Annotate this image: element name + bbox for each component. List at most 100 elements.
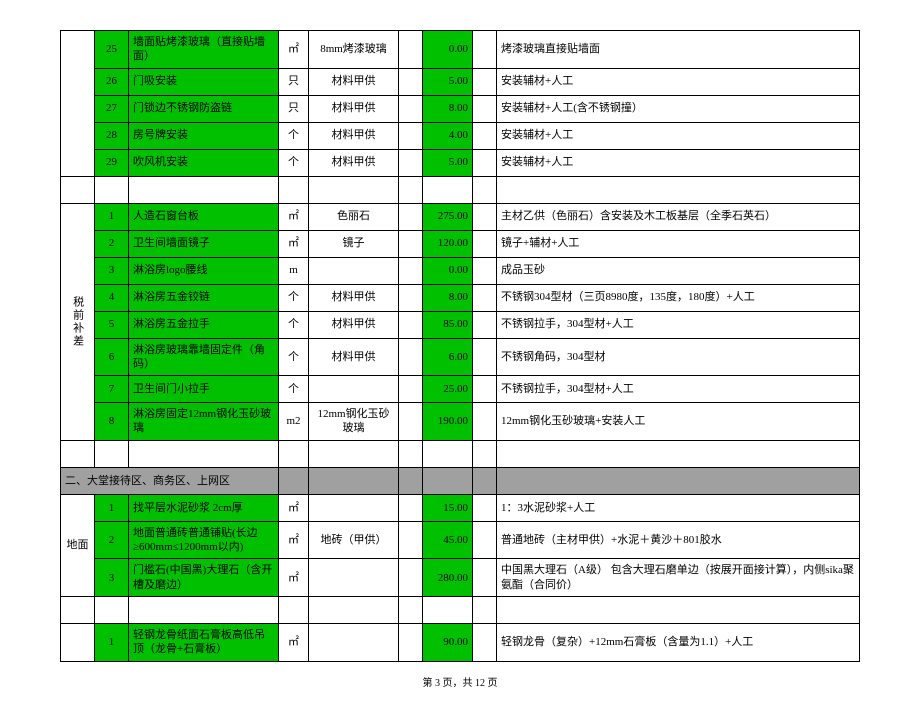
row-unit: 个: [279, 122, 309, 149]
row-desc: 卫生间墙面镜子: [129, 230, 279, 257]
table-row: 6淋浴房玻璃靠墙固定件（角码）个材料甲供6.00不锈钢角码，304型材: [61, 338, 860, 376]
row-note: 安装辅材+人工: [497, 149, 860, 176]
row-number: 25: [95, 31, 129, 69]
row-note: 成品玉砂: [497, 257, 860, 284]
table-row: 7卫生间门小拉手个25.00不锈钢拉手，304型材+人工: [61, 376, 860, 403]
table-row: 28房号牌安装个材料甲供4.00安装辅材+人工: [61, 122, 860, 149]
row-desc: 门吸安装: [129, 68, 279, 95]
row-desc: 墙面贴烤漆玻璃（直接贴墙面）: [129, 31, 279, 69]
row-unit: 个: [279, 376, 309, 403]
row-spec: 8mm烤漆玻璃: [309, 31, 399, 69]
row-note: 1：3水泥砂浆+人工: [497, 494, 860, 521]
row-unit: 个: [279, 311, 309, 338]
row-number: 4: [95, 284, 129, 311]
row-note: 12mm钢化玉砂玻璃+安装人工: [497, 403, 860, 441]
row-number: 1: [95, 494, 129, 521]
row-spec: [309, 559, 399, 597]
row-price: 85.00: [423, 311, 473, 338]
row-number: 3: [95, 257, 129, 284]
empty-row: [61, 440, 860, 467]
row-spec: [309, 257, 399, 284]
row-spec: 材料甲供: [309, 122, 399, 149]
empty-row: [61, 176, 860, 203]
row-number: 29: [95, 149, 129, 176]
table-row: 29吹风机安装个材料甲供 5.00 安装辅材+人工: [61, 149, 860, 176]
row-price: 0.00: [423, 257, 473, 284]
row-price: 0.00: [423, 31, 473, 69]
table-row: 26门吸安装只材料甲供5.00安装辅材+人工: [61, 68, 860, 95]
row-note: 不锈钢角码，304型材: [497, 338, 860, 376]
table-row: 2地面普通砖普通铺贴(长边≥600mm≤1200mm以内)㎡地砖（甲供） 45.0…: [61, 521, 860, 559]
row-number: 1: [95, 203, 129, 230]
row-number: 5: [95, 311, 129, 338]
row-unit: 只: [279, 68, 309, 95]
row-desc: 淋浴房五金拉手: [129, 311, 279, 338]
row-desc: 门槛石(中国黑)大理石（含开槽及磨边）: [129, 559, 279, 597]
row-desc: 轻钢龙骨纸面石膏板高低吊顶（龙骨+石膏板）: [129, 623, 279, 661]
row-spec: 材料甲供: [309, 284, 399, 311]
row-spec: 镜子: [309, 230, 399, 257]
table-row: 25墙面贴烤漆玻璃（直接贴墙面）㎡8mm烤漆玻璃0.00烤漆玻璃直接贴墙面: [61, 31, 860, 69]
table-row: 1轻钢龙骨纸面石膏板高低吊顶（龙骨+石膏板）㎡90.00轻钢龙骨（复杂）+12m…: [61, 623, 860, 661]
row-unit: 个: [279, 149, 309, 176]
row-spec: 色丽石: [309, 203, 399, 230]
row-unit: m: [279, 257, 309, 284]
table-row: 2卫生间墙面镜子㎡镜子 120.00 镜子+辅材+人工: [61, 230, 860, 257]
row-price: 6.00: [423, 338, 473, 376]
row-spec: [309, 376, 399, 403]
row-spec: 材料甲供: [309, 149, 399, 176]
group-label: [61, 623, 95, 661]
row-note: 中国黑大理石（A级） 包含大理石磨单边（按展开面接计算），内侧sika聚氨酯（合…: [497, 559, 860, 597]
row-price: 280.00: [423, 559, 473, 597]
row-spec: 材料甲供: [309, 68, 399, 95]
row-number: 6: [95, 338, 129, 376]
row-note: 烤漆玻璃直接贴墙面: [497, 31, 860, 69]
row-unit: ㎡: [279, 230, 309, 257]
row-note: 不锈钢拉手，304型材+人工: [497, 311, 860, 338]
row-desc: 淋浴房logo腰线: [129, 257, 279, 284]
row-price: 4.00: [423, 122, 473, 149]
row-desc: 地面普通砖普通铺贴(长边≥600mm≤1200mm以内): [129, 521, 279, 559]
page-footer: 第 3 页，共 12 页: [60, 674, 860, 689]
row-note: 主材乙供（色丽石）含安装及木工板基层（全季石英石）: [497, 203, 860, 230]
row-unit: ㎡: [279, 521, 309, 559]
row-desc: 找平层水泥砂浆 2cm厚: [129, 494, 279, 521]
row-price: 5.00: [423, 149, 473, 176]
row-unit: ㎡: [279, 559, 309, 597]
row-note: 安装辅材+人工: [497, 68, 860, 95]
row-spec: [309, 623, 399, 661]
row-note: 安装辅材+人工: [497, 122, 860, 149]
row-price: 8.00: [423, 95, 473, 122]
row-desc: 卫生间门小拉手: [129, 376, 279, 403]
row-unit: 个: [279, 284, 309, 311]
row-unit: ㎡: [279, 623, 309, 661]
row-number: 8: [95, 403, 129, 441]
row-spec: 材料甲供: [309, 338, 399, 376]
row-price: 45.00: [423, 521, 473, 559]
row-spec: 地砖（甲供）: [309, 521, 399, 559]
table-row: 5淋浴房五金拉手个材料甲供 85.00 不锈钢拉手，304型材+人工: [61, 311, 860, 338]
row-spec: 材料甲供: [309, 311, 399, 338]
row-price: 15.00: [423, 494, 473, 521]
section-header: 二、大堂接待区、商务区、上网区: [61, 467, 860, 494]
row-note: 镜子+辅材+人工: [497, 230, 860, 257]
row-number: 2: [95, 230, 129, 257]
group-label: [61, 31, 95, 177]
row-desc: 淋浴房固定12mm钢化玉砂玻璃: [129, 403, 279, 441]
table-row: 3淋浴房logo腰线m 0.00 成品玉砂: [61, 257, 860, 284]
row-unit: m2: [279, 403, 309, 441]
row-note: 不锈钢拉手，304型材+人工: [497, 376, 860, 403]
row-number: 1: [95, 623, 129, 661]
row-number: 7: [95, 376, 129, 403]
table-row: 税前补差1人造石窗台板㎡色丽石275.00主材乙供（色丽石）含安装及木工板基层（…: [61, 203, 860, 230]
group-label-tax: 税前补差: [61, 203, 95, 440]
row-desc: 吹风机安装: [129, 149, 279, 176]
section-header-text: 二、大堂接待区、商务区、上网区: [61, 467, 279, 494]
row-spec: [309, 494, 399, 521]
row-price: 190.00: [423, 403, 473, 441]
table-row: 地面1找平层水泥砂浆 2cm厚㎡15.001：3水泥砂浆+人工: [61, 494, 860, 521]
table-row: 3门槛石(中国黑)大理石（含开槽及磨边）㎡280.00中国黑大理石（A级） 包含…: [61, 559, 860, 597]
table-row: 8淋浴房固定12mm钢化玉砂玻璃m212mm钢化玉砂玻璃190.0012mm钢化…: [61, 403, 860, 441]
row-price: 120.00: [423, 230, 473, 257]
row-number: 2: [95, 521, 129, 559]
